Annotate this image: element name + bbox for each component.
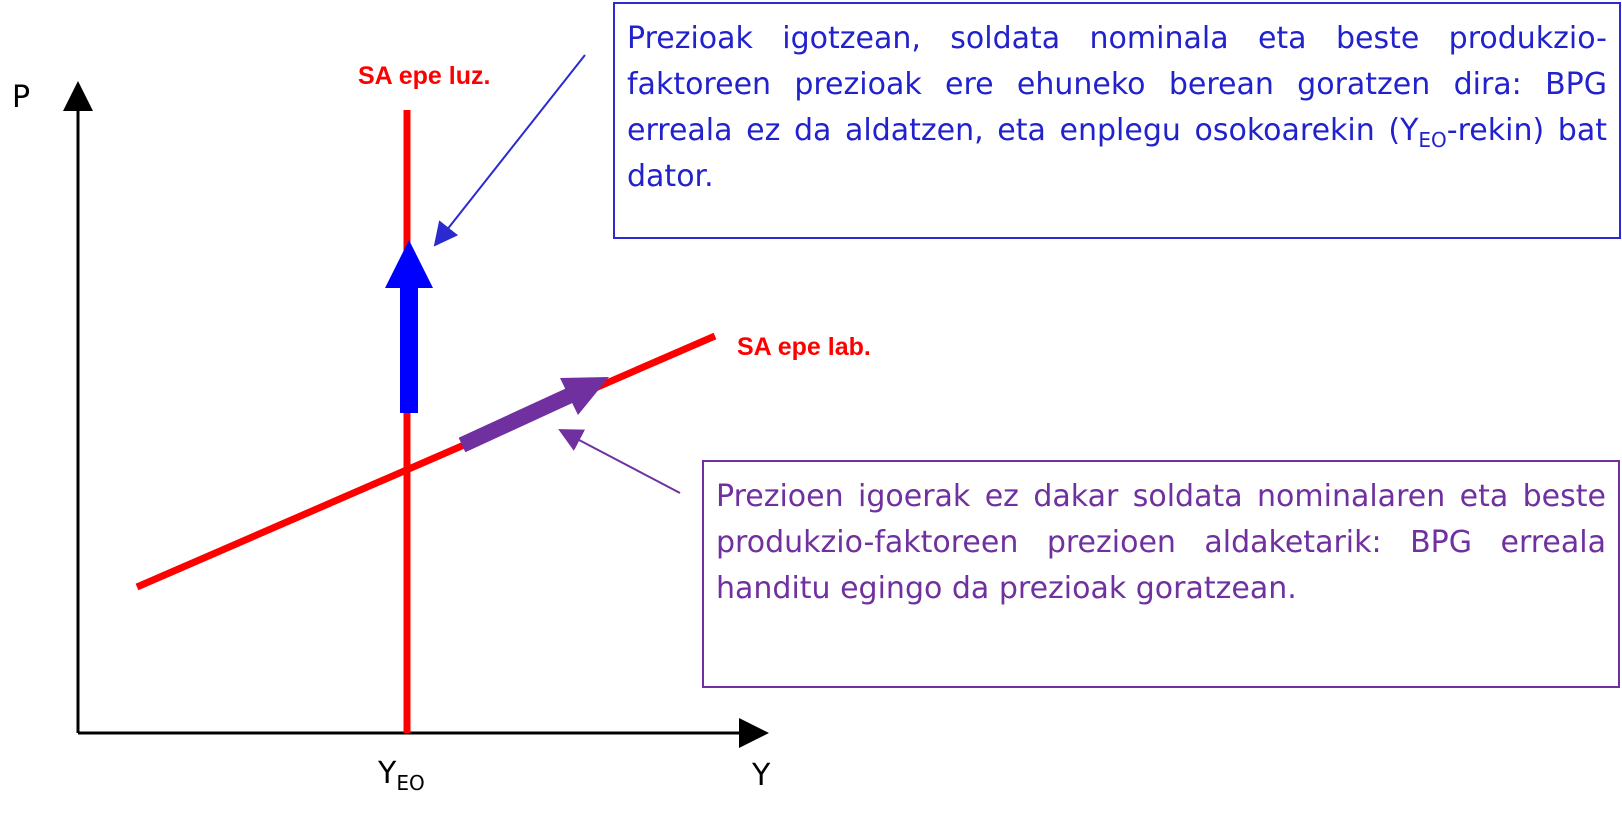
note-box: Prezioak igotzean, soldata nominala eta … [613,2,1621,239]
x-mark-sub: EO [396,771,425,795]
purple-arrow-shaft [458,385,579,453]
blue-arrow-shaft [400,285,418,413]
x-mark-main: Y [378,756,397,791]
note-text: Prezioak igotzean, soldata nominala eta … [627,21,1607,148]
curve-label: SA epe lab. [737,333,871,361]
note-sub: EO [1418,128,1447,152]
blue-arrow-head [385,240,433,288]
short-run-curve [135,332,717,591]
note-box: Prezioen igoerak ez dakar soldata nomina… [702,460,1620,688]
x-mark-label: YEO [378,756,425,793]
note-text: Prezioen igoerak ez dakar soldata nomina… [716,479,1606,606]
curve-label: SA epe luz. [358,62,491,90]
note-pointer [433,54,586,247]
x-axis-label: Y [752,758,771,793]
note-text: -rekin) bat dator. [627,113,1607,194]
note-pointer [558,429,681,494]
y-axis-label: P [12,80,31,115]
purple-arrow-head [560,377,609,415]
